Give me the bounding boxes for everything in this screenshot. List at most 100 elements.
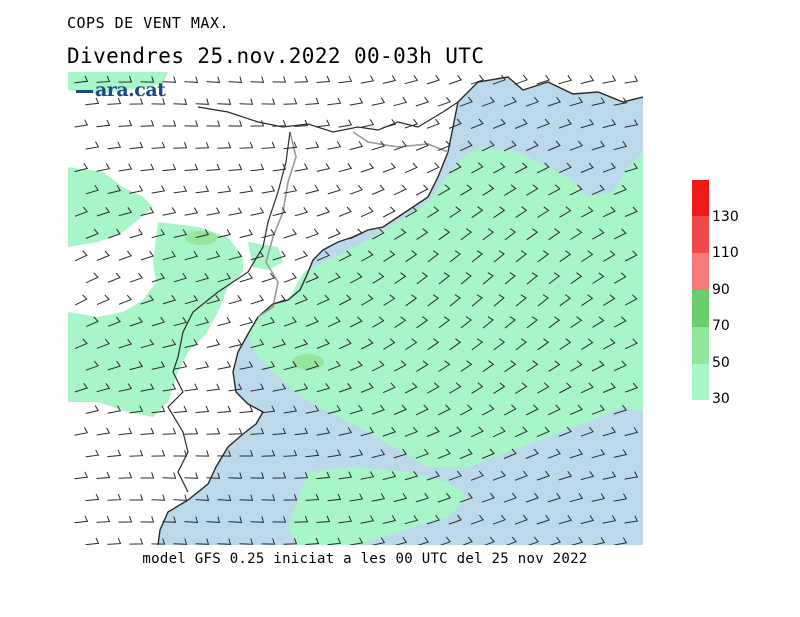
wind-barb [537, 294, 549, 307]
wind-barb [206, 339, 221, 348]
wind-barb [371, 97, 386, 106]
wind-barb [217, 273, 232, 283]
model-caption: model GFS 0.25 iniciat a les 00 UTC del … [142, 551, 588, 567]
wind-barb [602, 75, 617, 84]
wind-barb [107, 537, 122, 545]
wind-barb [327, 360, 341, 371]
wind-barb [602, 382, 616, 393]
wind-barb [250, 294, 265, 305]
wind-barb [481, 492, 495, 503]
wind-barb [504, 184, 517, 196]
wind-barb [482, 228, 495, 241]
wind-barb [581, 206, 594, 218]
wind-barb [217, 142, 232, 149]
wind-barb [437, 140, 451, 152]
wind-barb [272, 207, 287, 217]
wind-barb [349, 493, 364, 502]
wind-barb [371, 360, 385, 372]
wind-barb [74, 427, 89, 436]
wind-barb [217, 317, 232, 327]
wind-barb [118, 338, 133, 349]
wind-barb [437, 404, 451, 416]
wind-barb [581, 250, 594, 262]
wind-barb [261, 494, 276, 501]
wind-barb [96, 294, 110, 306]
wind-barb [261, 450, 276, 457]
wind-barb [239, 361, 254, 370]
wind-barb [173, 317, 188, 327]
wind-barb [360, 515, 375, 524]
wind-barb [338, 294, 352, 306]
wind-barb [96, 338, 110, 349]
wind-barb [448, 74, 462, 85]
wind-barb [526, 316, 538, 329]
wind-barb [613, 493, 628, 502]
wind-barb [515, 382, 528, 394]
wind-barb [74, 338, 88, 350]
wind-barb [525, 140, 539, 152]
wind-barb [283, 449, 298, 457]
wind-barb [283, 494, 298, 501]
wind-barb [503, 140, 517, 152]
wind-barb [416, 184, 429, 196]
wind-barb [162, 383, 177, 392]
wind-barb [526, 272, 538, 285]
wind-barb [228, 251, 243, 261]
wind-barb [250, 339, 265, 349]
wind-barb [129, 449, 144, 457]
wind-barb [162, 339, 177, 349]
wind-barb [372, 228, 385, 240]
wind-barb [394, 316, 407, 329]
wind-barb [184, 207, 199, 216]
wind-barb [184, 472, 199, 479]
wind-barb [250, 383, 265, 392]
wind-barb [382, 426, 397, 437]
legend-label-90: 90 [712, 282, 730, 298]
wind-barb [162, 516, 177, 523]
wind-barb [405, 250, 418, 263]
wind-barb [305, 228, 319, 239]
wind-barb [228, 207, 243, 216]
wind-barb [559, 250, 572, 263]
wind-barb [96, 119, 111, 128]
wind-barb [537, 206, 550, 218]
wind-barb [129, 361, 144, 371]
wind-barb [614, 316, 627, 328]
wind-barb [206, 383, 221, 392]
wind-barb [316, 250, 330, 262]
wind-barb [305, 405, 320, 414]
wind-barb [624, 206, 638, 217]
wind-barb [547, 96, 562, 107]
wind-barb [349, 141, 364, 151]
wind-barb [415, 404, 429, 416]
wind-barb [250, 120, 265, 127]
wind-barb [515, 206, 528, 219]
wind-barb [426, 74, 441, 85]
wind-barb [613, 228, 627, 240]
wind-barb [581, 294, 594, 307]
wind-barb [580, 426, 594, 437]
wind-barb [580, 382, 594, 394]
wind-barb [548, 316, 561, 329]
wind-barb [525, 96, 539, 107]
wind-barb [305, 493, 320, 501]
wind-barb [118, 516, 133, 523]
wind-barb [327, 184, 342, 195]
wind-barb [471, 382, 484, 394]
wind-barb [492, 118, 506, 129]
wind-barb [383, 294, 396, 306]
map-subtitle: Divendres 25.nov.2022 00-03h UTC [67, 44, 485, 68]
wind-barb [471, 206, 484, 219]
wind-barb [382, 515, 397, 524]
wind-barb [405, 206, 418, 218]
wind-barb [349, 316, 363, 328]
wind-barb [448, 162, 462, 174]
wind-barb [261, 185, 276, 194]
wind-barb [338, 206, 352, 217]
wind-barb [570, 537, 584, 545]
wind-barb [338, 471, 353, 480]
wind-barb [558, 162, 572, 174]
wind-barb [349, 449, 364, 458]
wind-barb [129, 185, 144, 194]
wind-barb [184, 120, 199, 127]
